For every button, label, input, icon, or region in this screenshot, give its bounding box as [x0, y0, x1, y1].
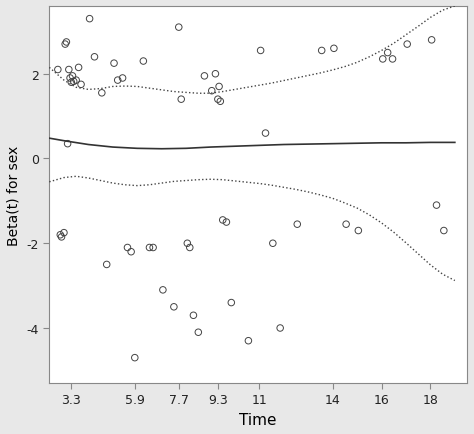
Point — [128, 249, 135, 256]
Point — [190, 312, 197, 319]
Point — [215, 84, 223, 91]
Point — [175, 25, 182, 32]
Point — [262, 130, 269, 137]
Point — [54, 67, 62, 74]
Point — [146, 244, 153, 251]
Point — [67, 79, 75, 86]
Point — [91, 54, 98, 61]
X-axis label: Time: Time — [239, 412, 277, 427]
Point — [228, 299, 235, 306]
Point — [70, 79, 78, 85]
Point — [433, 202, 440, 209]
Point — [211, 71, 219, 78]
Point — [103, 261, 110, 268]
Point — [384, 50, 392, 57]
Point — [119, 76, 127, 82]
Point — [293, 221, 301, 228]
Point — [65, 67, 73, 74]
Point — [219, 217, 227, 224]
Point — [98, 90, 106, 97]
Point — [330, 46, 337, 53]
Point — [86, 16, 93, 23]
Point — [355, 227, 362, 234]
Point — [61, 42, 69, 49]
Point — [63, 39, 70, 46]
Point — [58, 234, 65, 241]
Point — [149, 244, 157, 251]
Point — [245, 338, 252, 345]
Point — [66, 76, 74, 82]
Point — [257, 48, 264, 55]
Point — [159, 287, 167, 294]
Point — [318, 48, 326, 55]
Point — [208, 88, 216, 95]
Point — [201, 73, 208, 80]
Point — [131, 355, 138, 362]
Point — [269, 240, 277, 247]
Point — [114, 77, 121, 84]
Point — [124, 244, 131, 251]
Point — [64, 141, 72, 148]
Point — [276, 325, 284, 332]
Point — [60, 230, 68, 237]
Point — [379, 56, 387, 63]
Point — [217, 99, 224, 105]
Point — [440, 227, 447, 234]
Point — [177, 96, 185, 103]
Point — [186, 244, 193, 251]
Point — [56, 232, 64, 239]
Point — [194, 329, 202, 336]
Point — [428, 37, 436, 44]
Point — [77, 82, 85, 89]
Point — [183, 240, 191, 247]
Point — [75, 65, 82, 72]
Point — [389, 56, 396, 63]
Point — [110, 60, 118, 67]
Y-axis label: Beta(t) for sex: Beta(t) for sex — [7, 145, 21, 245]
Point — [214, 96, 222, 103]
Point — [223, 219, 230, 226]
Point — [73, 77, 80, 84]
Point — [170, 304, 178, 311]
Point — [139, 59, 147, 66]
Point — [403, 42, 411, 49]
Point — [342, 221, 350, 228]
Point — [69, 73, 76, 80]
